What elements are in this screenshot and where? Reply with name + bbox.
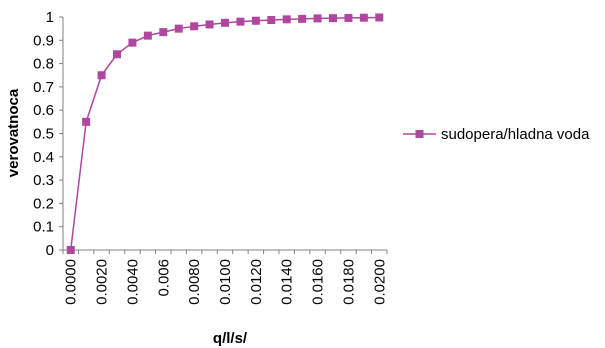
- y-tick-label: 0: [46, 242, 54, 259]
- data-point-marker: [329, 14, 337, 23]
- x-tick-label: 0.0160: [310, 259, 327, 305]
- y-axis-title-group: verovatnoca: [5, 88, 22, 177]
- x-tick-label: 0.0100: [217, 259, 234, 305]
- data-point-marker: [236, 17, 245, 26]
- series-layer: [66, 13, 384, 254]
- y-tick-label: 0.4: [33, 149, 54, 166]
- y-tick-label: 0.2: [33, 195, 54, 212]
- y-tick-label: 0.8: [33, 56, 54, 73]
- y-tick-label: 0.6: [33, 102, 54, 119]
- data-point-marker: [251, 16, 260, 25]
- data-point-marker: [159, 28, 168, 37]
- data-point-marker: [113, 50, 121, 59]
- x-tick-label: 0.0140: [279, 259, 296, 305]
- y-tick-labels: 0 0.1 0.2 0.3 0.4 0.5 0.6 0.7 0.8 0.9 1: [33, 9, 54, 259]
- data-point-marker: [128, 38, 137, 47]
- y-tick-label: 0.5: [33, 126, 54, 143]
- data-point-marker: [205, 20, 214, 29]
- x-tick-label: 0.0020: [94, 259, 111, 305]
- y-tick-label: 0.3: [33, 172, 54, 189]
- y-axis-title: verovatnoca: [5, 88, 22, 177]
- y-tick-label: 1: [46, 9, 54, 26]
- y-tick-label: 0.1: [33, 219, 54, 236]
- x-tick-label: 0.0120: [248, 259, 265, 305]
- legend-label: sudopera/hladna voda: [441, 126, 590, 143]
- data-point-marker: [174, 24, 183, 33]
- data-point-marker: [190, 22, 199, 31]
- x-axis-title: q/l/s/: [213, 330, 248, 347]
- data-point-marker: [298, 14, 307, 23]
- data-point-marker: [82, 117, 91, 126]
- x-tick-label: 0.006: [155, 259, 172, 297]
- y-tick-label: 0.9: [33, 32, 54, 49]
- x-tick-label: 0.0040: [124, 259, 141, 305]
- data-point-marker: [267, 16, 276, 25]
- x-tick-labels: 0.0000 0.0020 0.0040 0.006 0.0080 0.0100 0.012…: [63, 259, 389, 305]
- x-tick-label: 0.0200: [371, 259, 388, 305]
- data-point-marker: [66, 246, 75, 254]
- data-point-marker: [359, 13, 368, 22]
- axes: [59, 16, 388, 254]
- data-point-marker: [143, 31, 152, 40]
- x-tick-label: 0.0080: [186, 259, 203, 305]
- x-tick-label: 0.0180: [340, 259, 357, 305]
- data-point-marker: [282, 15, 291, 24]
- legend-marker-swatch: [415, 130, 424, 138]
- data-point-marker: [313, 14, 322, 23]
- legend: sudopera/hladna voda: [403, 126, 590, 143]
- y-tick-label: 0.7: [33, 79, 54, 96]
- data-point-marker: [375, 13, 384, 22]
- data-point-marker: [221, 18, 229, 27]
- data-point-marker: [97, 71, 106, 80]
- x-tick-label: 0.0000: [63, 259, 80, 305]
- data-point-marker: [344, 13, 353, 22]
